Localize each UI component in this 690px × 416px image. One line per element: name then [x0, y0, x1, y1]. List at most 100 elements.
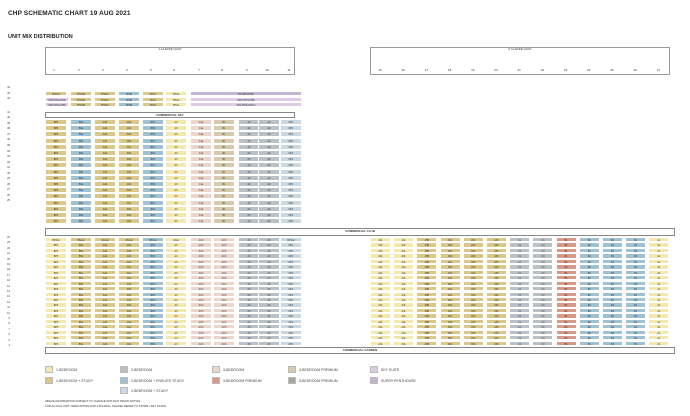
legend-swatch: [370, 366, 378, 373]
unit-cell: DP1: [280, 137, 302, 144]
unit-cell: A5A: [439, 324, 461, 330]
unit-cell: B3: [602, 253, 623, 259]
legend-swatch: [370, 377, 378, 384]
unit-cell: A5B: [416, 269, 438, 275]
unit-cell: C1: [509, 275, 531, 281]
unit-cell: A5A: [439, 291, 461, 297]
unit-cell: A2: [258, 199, 280, 206]
unit-cell: BP3: [45, 247, 67, 254]
unit-cell: BP3: [45, 258, 67, 265]
unit-cell: A5A: [118, 156, 140, 163]
unit-cell: BP3: [45, 318, 67, 325]
unit-cell: A3L: [393, 329, 415, 335]
unit-cell: C3: [532, 307, 554, 314]
unit-cell: B3: [602, 335, 623, 341]
unit-cell: BP3: [45, 156, 67, 163]
unit-cell: C1a: [190, 168, 212, 175]
unit-cell: B1: [213, 181, 235, 187]
unit-cell: B3: [602, 318, 623, 325]
unit-cell: A5A: [439, 242, 461, 248]
unit-cell: C3: [532, 264, 554, 270]
floor-label: 10: [7, 311, 10, 315]
unit-cell: A2: [258, 162, 280, 169]
penthouse-ph-cell: PH (PH3-PH6): [190, 91, 302, 96]
unit-cell: B3: [602, 329, 623, 335]
unit-cell: A5B: [416, 247, 438, 254]
unit-cell: BP3: [45, 313, 67, 319]
unit-cell: B1: [625, 335, 647, 341]
unit-cell: B1: [625, 340, 647, 346]
unit-cell: C1a: [190, 212, 212, 218]
unit-cell: A3: [165, 174, 187, 181]
unit-cell: B5C: [142, 156, 164, 163]
unit-cell: B2: [578, 237, 600, 242]
unit-cell: BP3: [45, 340, 67, 346]
stack-number: 10: [265, 68, 269, 72]
unit-cell: A3: [165, 193, 187, 200]
penthouse-cell: PH2AB: [70, 97, 92, 102]
stack-number: 3: [102, 68, 104, 72]
unit-cell: B1: [625, 302, 647, 308]
floor-label: 34: [7, 149, 10, 153]
unit-cell: A5C: [462, 313, 484, 319]
penthouse-header-cell: PH4A: [165, 91, 187, 96]
penthouse-cell: PH4A: [165, 97, 187, 102]
floor-label: 27: [7, 188, 10, 192]
unit-cell: C3: [532, 280, 554, 286]
penthouse-cell: PH2AC: [94, 97, 116, 102]
penthouse-header-cell: PH2C: [142, 91, 164, 96]
unit-cell: A2: [258, 143, 280, 150]
penthouse-cell: PH4A: [165, 102, 187, 107]
unit-cell: B1: [555, 335, 577, 341]
unit-cell: B1: [625, 291, 647, 297]
unit-cell: A3: [258, 264, 280, 270]
unit-cell: A5A: [118, 212, 140, 218]
unit-cell: B5a: [70, 187, 92, 194]
floor-label: 38: [7, 127, 10, 131]
unit-cell: A3A: [94, 242, 116, 248]
unit-cell: A2: [238, 125, 260, 132]
unit-cell: DP1: [280, 340, 302, 346]
unit-cell: A5B: [416, 307, 438, 314]
unit-cell: B5C: [142, 205, 164, 212]
legend-swatch: [120, 377, 128, 384]
unit-cell: A3: [165, 181, 187, 187]
unit-cell: DP1: [280, 258, 302, 265]
unit-cell: A2: [238, 174, 260, 181]
unit-cell: A5B: [416, 237, 438, 242]
unit-cell: C1: [509, 324, 531, 330]
unit-cell: A5C: [462, 335, 484, 341]
unit-cell: B1: [213, 199, 235, 206]
floor-label: 32: [7, 160, 10, 164]
stack-number: 18: [447, 68, 452, 72]
unit-cell: C3: [532, 253, 554, 259]
unit-cell: A3L: [370, 291, 391, 297]
unit-cell: A1: [648, 291, 670, 297]
unit-cell: AC3: [213, 302, 235, 308]
unit-cell: A1: [648, 258, 670, 265]
floor-label: 4: [8, 344, 10, 347]
floor-label: 42: [7, 97, 10, 101]
floor-label: 14: [7, 290, 10, 293]
unit-cell: BP3: [45, 218, 67, 225]
unit-cell: B1: [555, 264, 577, 270]
unit-cell: A2: [238, 150, 260, 156]
unit-cell: A5A: [118, 193, 140, 200]
unit-cell: A2: [258, 168, 280, 175]
unit-cell: A5A: [118, 162, 140, 169]
unit-cell: A5A: [118, 335, 140, 341]
unit-cell: A3A: [94, 174, 116, 181]
unit-cell: AC3: [190, 242, 212, 248]
unit-cell: C3: [532, 286, 554, 292]
unit-cell: A3L: [370, 258, 391, 265]
unit-cell: A2: [238, 205, 260, 212]
unit-cell: A5A: [439, 264, 461, 270]
floor-label: 8: [8, 322, 10, 326]
unit-cell: C1: [509, 237, 531, 242]
unit-cell: B5C: [142, 324, 164, 330]
floor-label: 41: [7, 110, 10, 114]
unit-cell: B3: [602, 307, 623, 314]
unit-cell: BP3: [45, 187, 67, 194]
legend-swatch: [212, 366, 220, 373]
unit-cell: A3: [258, 324, 280, 330]
